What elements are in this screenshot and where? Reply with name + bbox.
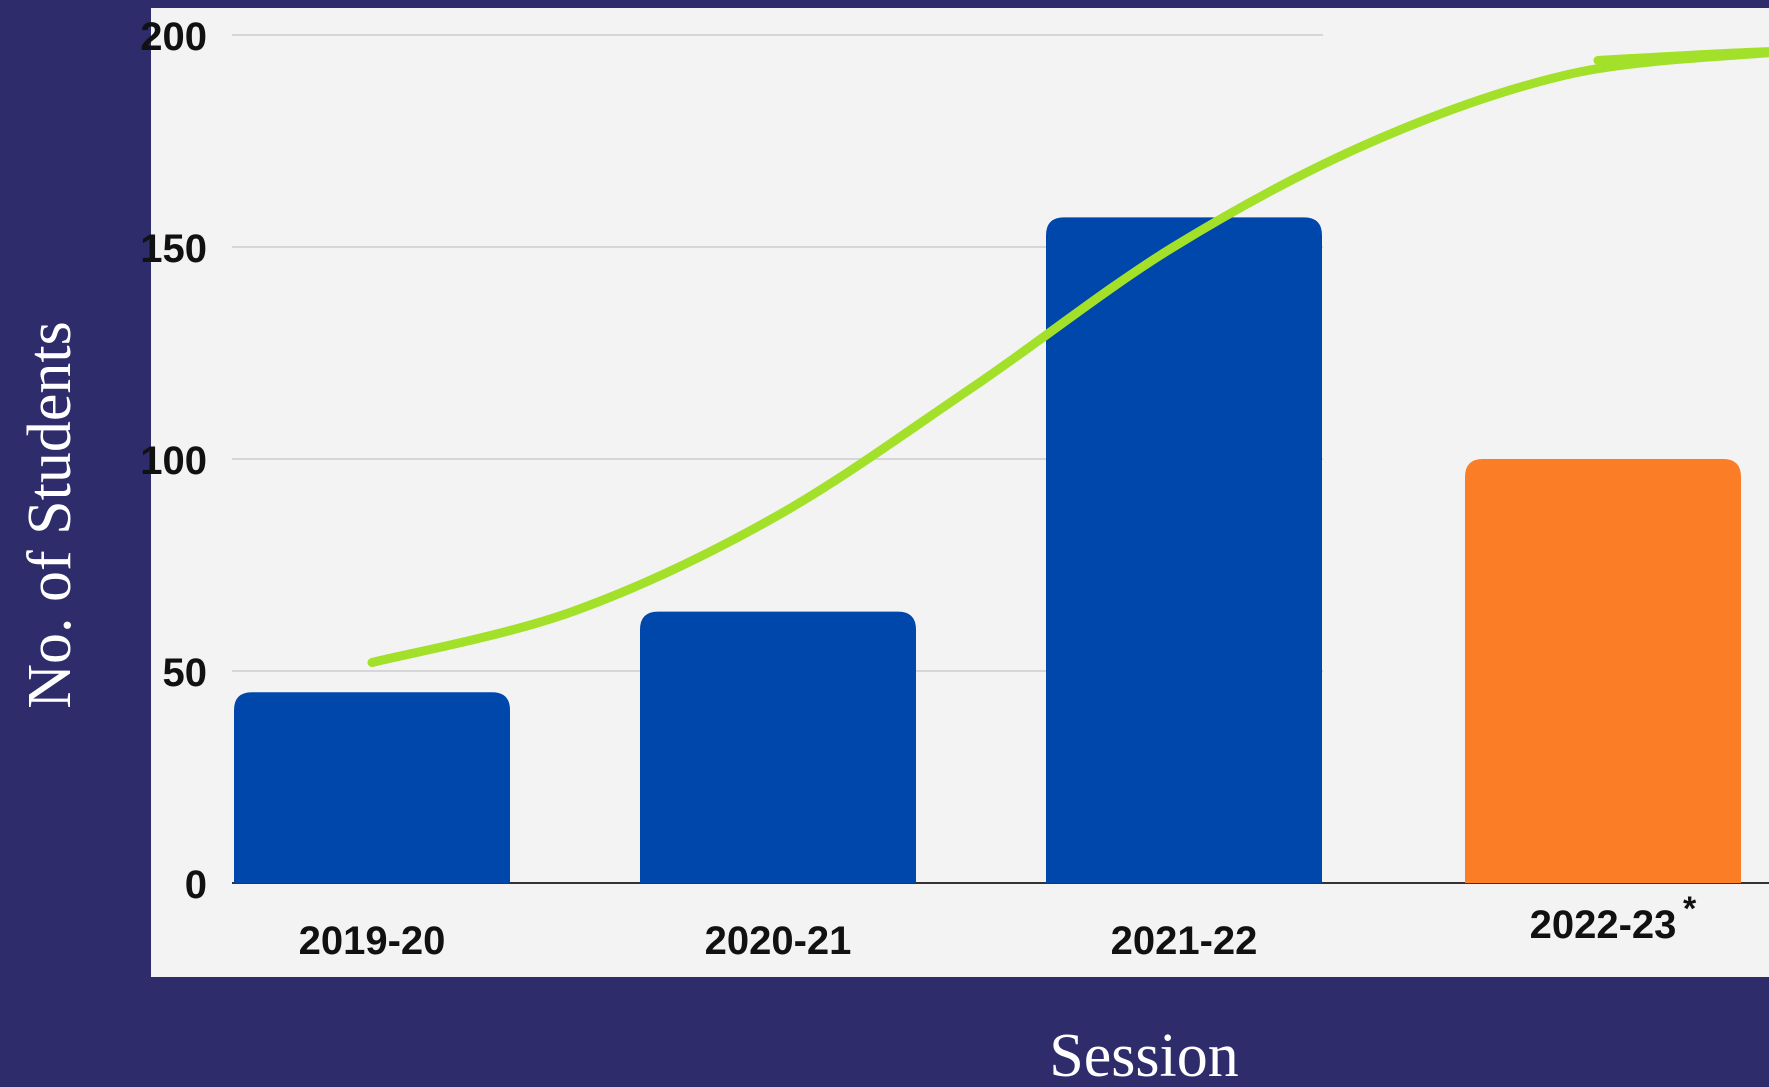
y-tick-label-150: 150 bbox=[140, 227, 207, 271]
x-axis-label: Session bbox=[1049, 1022, 1238, 1087]
y-axis-ticks: 0 50 100 150 200 bbox=[140, 15, 207, 907]
bar-2022-23 bbox=[1465, 459, 1741, 883]
bar-2021-22 bbox=[1046, 217, 1322, 883]
bar-2019-20 bbox=[234, 692, 510, 883]
y-axis-label: No. of Students bbox=[16, 321, 84, 709]
trend-line-group bbox=[367, 47, 1769, 668]
y-tick-label-200: 200 bbox=[140, 15, 207, 59]
y-tick-label-50: 50 bbox=[163, 651, 208, 695]
x-tick-label-2021-22: 2021-22 bbox=[1111, 919, 1258, 963]
x-tick-label-2020-21: 2020-21 bbox=[705, 919, 852, 963]
x-tick-suffix-2022-23: * bbox=[1683, 890, 1697, 928]
bar-2020-21 bbox=[640, 611, 916, 883]
y-tick-label-0: 0 bbox=[185, 863, 207, 907]
x-tick-label-2022-23: 2022-23 bbox=[1530, 903, 1677, 947]
trend-line bbox=[367, 47, 1769, 668]
bars bbox=[234, 217, 1741, 883]
x-tick-label-2019-20: 2019-20 bbox=[299, 919, 446, 963]
x-axis-ticks: 2019-20 2020-21 2021-22 2022-23 * bbox=[299, 890, 1697, 963]
y-tick-label-100: 100 bbox=[140, 439, 207, 483]
